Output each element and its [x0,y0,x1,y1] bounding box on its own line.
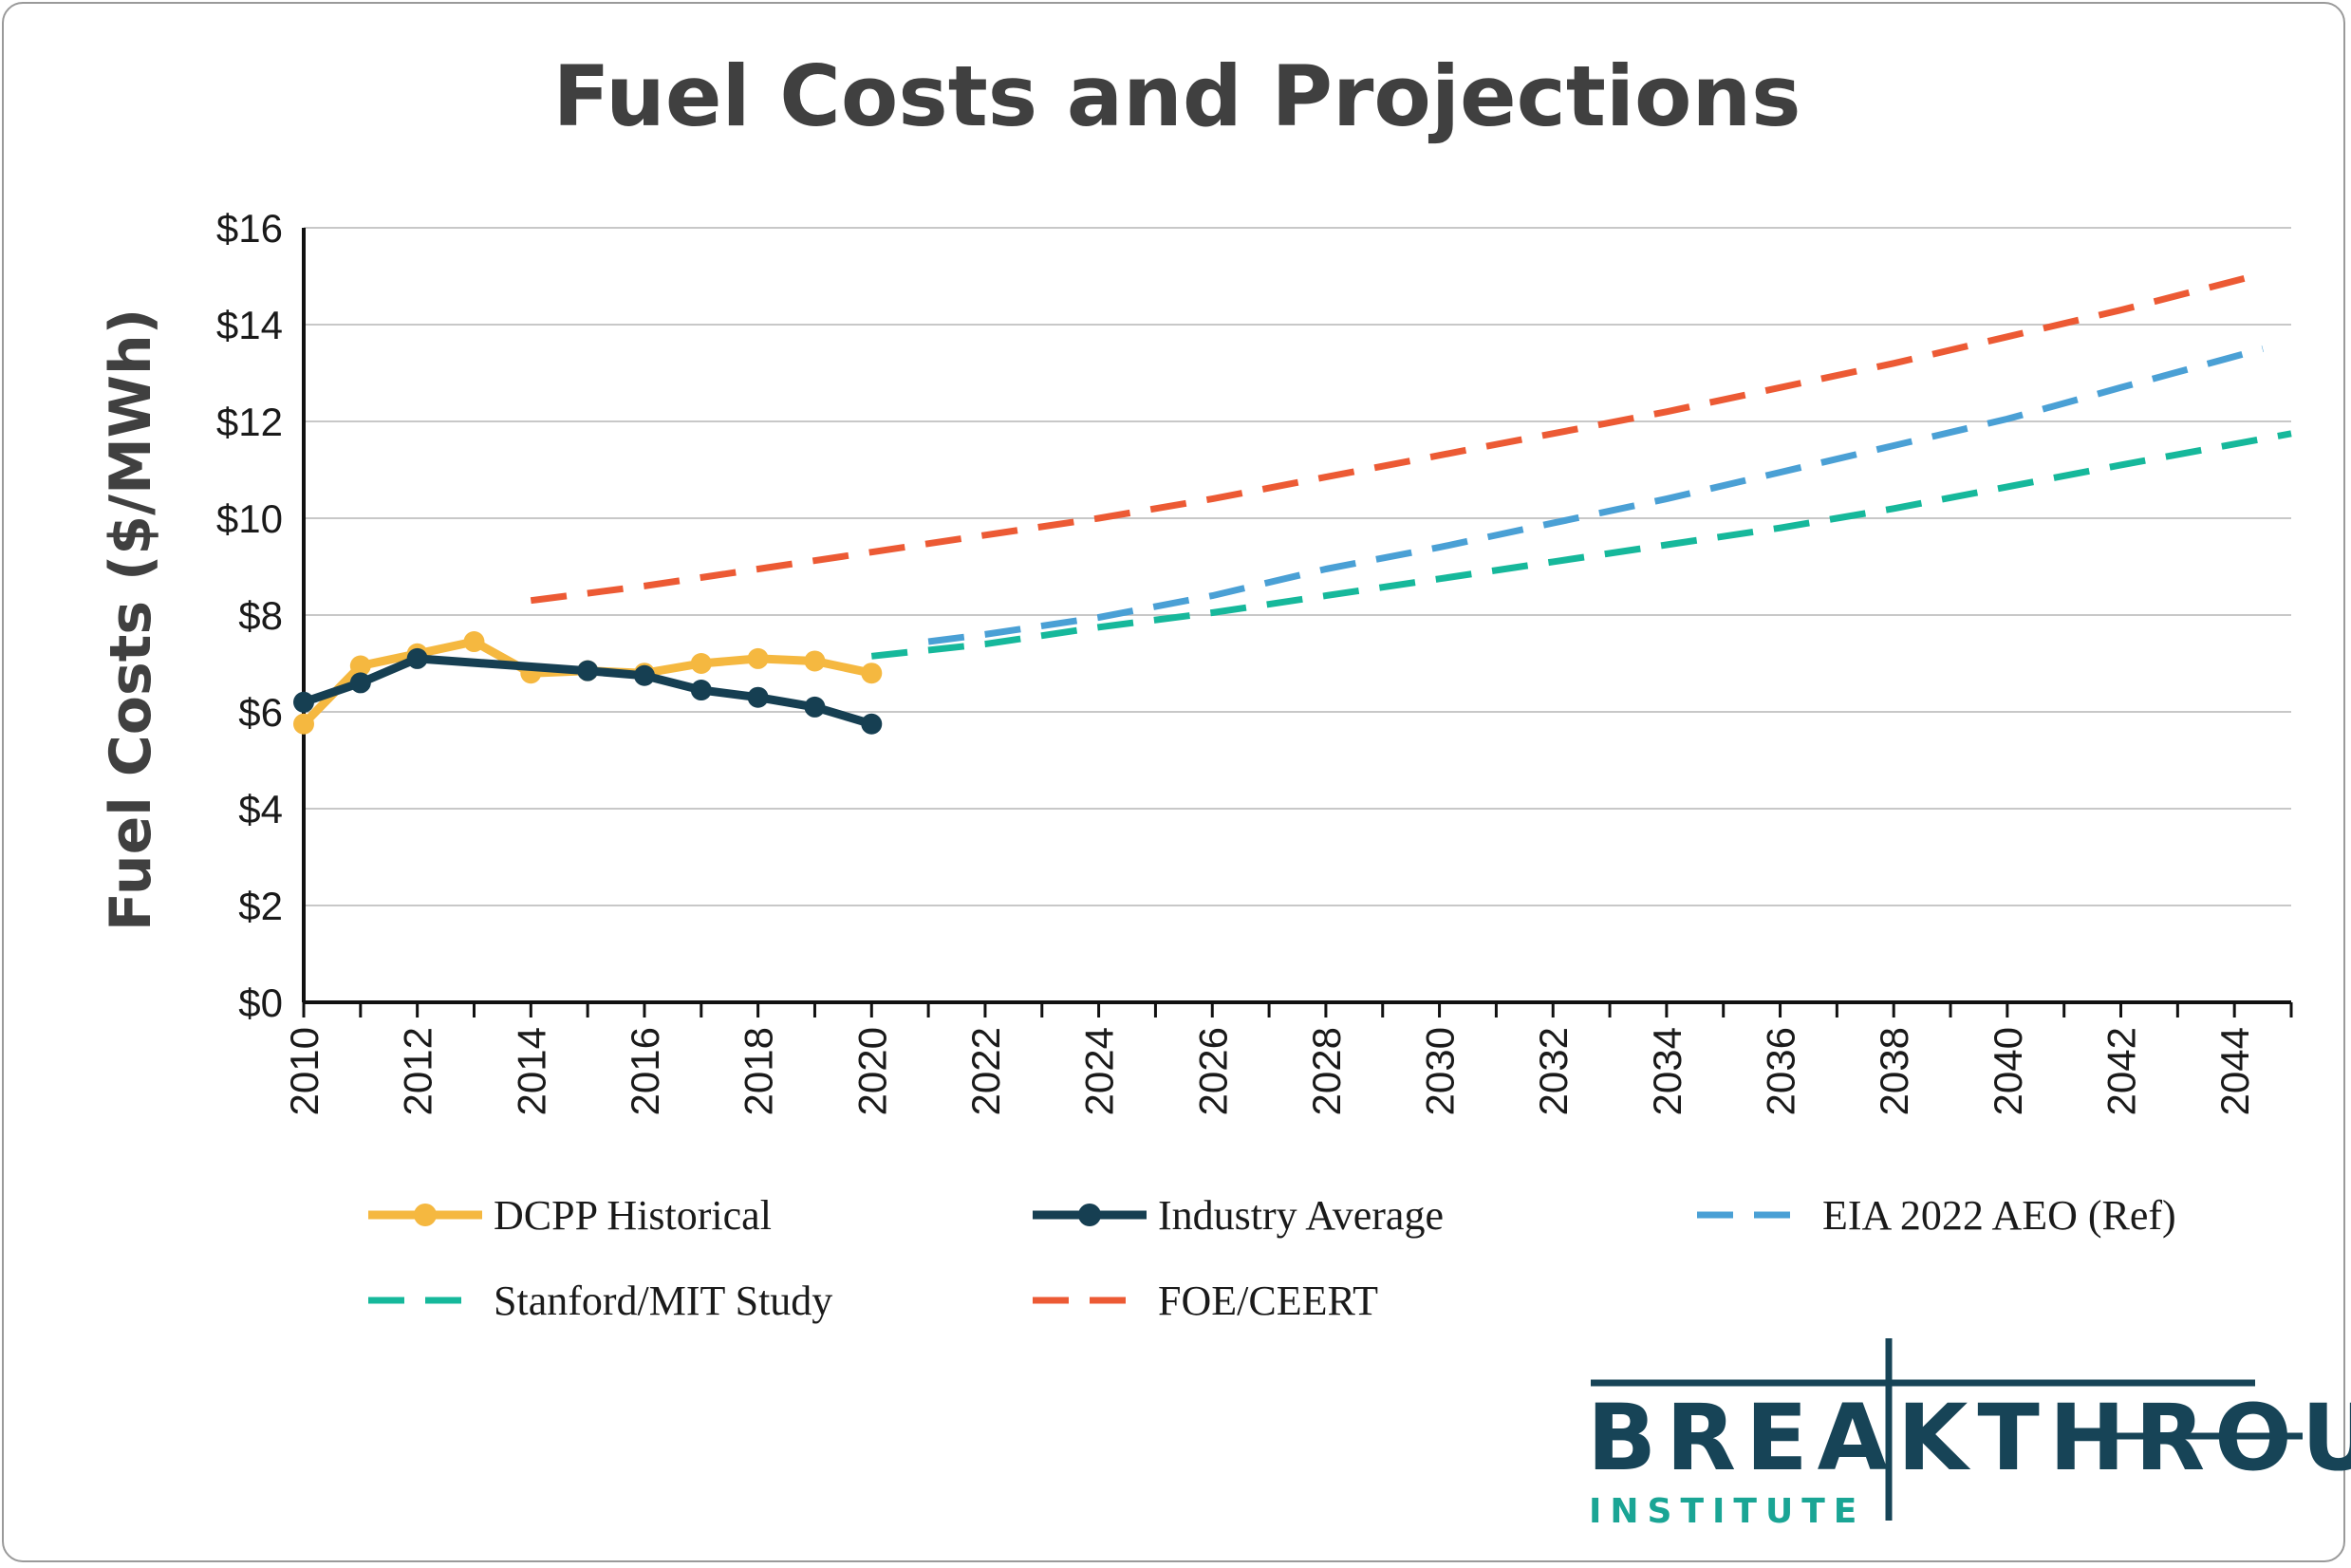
legend-label: DCPP Historical [494,1192,772,1239]
x-tick-label: 2020 [849,1027,894,1115]
series-line-foe-ceert [530,271,2264,605]
y-tick-label: $16 [216,206,283,251]
y-tick-label: $12 [216,400,283,444]
chart-title: Fuel Costs and Projections [552,47,1801,145]
x-tick-label: 2026 [1190,1027,1235,1115]
data-point [349,672,371,694]
legend-entry: Industry Average [1033,1192,1444,1239]
legend-marker [414,1204,437,1226]
series-line-stanford-mit-study [870,430,2292,660]
gridlines [304,227,2291,906]
x-tick-label: 2038 [1872,1027,1916,1115]
legend-entry: DCPP Historical [368,1192,772,1239]
x-tick-label: 2016 [623,1027,667,1115]
x-tick-label: 2012 [396,1027,440,1115]
breakthrough-logo: BREAKTHROUGH INSTITUTE [1587,1338,2351,1531]
y-tick-label: $6 [238,690,283,735]
data-point [690,680,712,701]
x-tick-label: 2034 [1645,1027,1689,1115]
logo-subtitle: INSTITUTE [1589,1492,1865,1531]
data-point [463,631,485,653]
x-tick-label: 2042 [2099,1027,2144,1115]
x-tick-labels: 2010 2012 2014 2016 2018 2020 2022 2024 2026 2028… [282,1027,2257,1115]
legend-label: Industry Average [1158,1192,1444,1239]
x-tick-label: 2018 [737,1027,781,1115]
legend-label: EIA 2022 AEO (Ref) [1822,1192,2176,1239]
data-point [577,660,599,681]
data-point [349,655,371,677]
data-point [633,664,655,686]
x-tick-label: 2014 [509,1027,553,1115]
y-tick-label: $10 [216,496,283,541]
data-point [406,647,428,669]
x-tick-label: 2028 [1304,1027,1349,1115]
x-tick-label: 2024 [1077,1027,1122,1115]
series-group [293,271,2292,735]
data-point [690,653,712,674]
data-point [861,663,883,684]
x-tick-label: 2010 [282,1027,327,1115]
x-tick-label: 2036 [1759,1027,1803,1115]
data-point [804,650,826,672]
legend-entry: Stanford/MIT Study [368,1278,832,1324]
logo-wordmark: BREAKTHROUGH [1587,1385,2351,1491]
x-tick-label: 2030 [1418,1027,1463,1115]
data-point [747,647,769,669]
y-tick-label: $14 [216,303,283,347]
x-tick-label: 2044 [2212,1027,2257,1115]
y-tick-label: $8 [238,593,283,638]
data-point [804,696,826,718]
legend-marker [1078,1204,1101,1226]
y-tick-label: $2 [238,884,283,928]
series-line-eia-2022-aeo-ref [927,345,2265,645]
data-point [861,713,883,735]
legend-entry: EIA 2022 AEO (Ref) [1697,1192,2176,1239]
y-axis-label: Fuel Costs ($/MWh) [98,308,164,931]
x-tick-label: 2022 [963,1027,1008,1115]
legend: DCPP Historical Industry Average EIA 2022 … [368,1192,2176,1324]
legend-label: Stanford/MIT Study [494,1278,832,1324]
axes [302,228,2293,1017]
legend-label: FOE/CEERT [1158,1278,1378,1324]
data-point [747,686,769,708]
x-tick-label: 2040 [1986,1027,2030,1115]
data-point [293,713,314,735]
y-tick-labels: $0 $2 $4 $6 $8 $10 $12 $14 $16 [216,206,283,1025]
y-tick-label: $4 [238,787,283,831]
legend-entry: FOE/CEERT [1033,1278,1378,1324]
data-point [293,691,314,713]
y-tick-label: $0 [238,980,283,1025]
x-tick-label: 2032 [1531,1027,1576,1115]
